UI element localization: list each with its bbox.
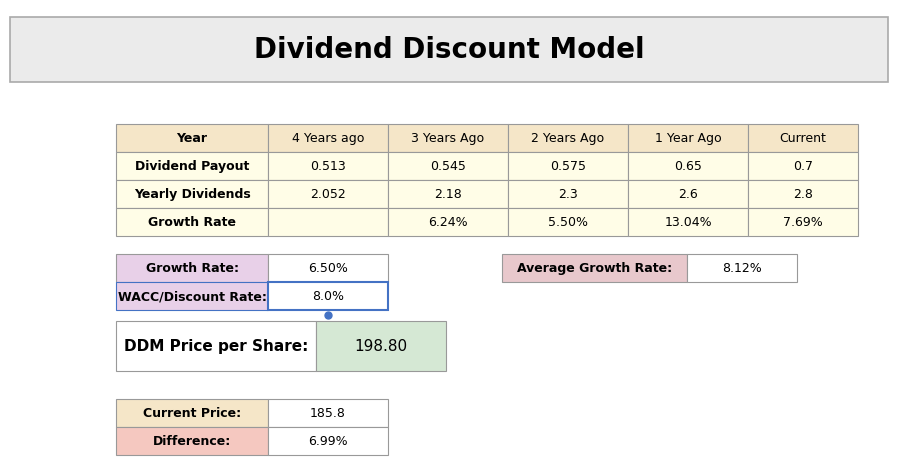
- Text: 2.8: 2.8: [793, 188, 813, 201]
- Bar: [508, 125, 628, 153]
- Bar: [388, 180, 508, 208]
- Text: 2 Years Ago: 2 Years Ago: [531, 132, 605, 145]
- Bar: [748, 125, 858, 153]
- Text: 5.50%: 5.50%: [548, 216, 588, 229]
- Text: Growth Rate: Growth Rate: [148, 216, 236, 229]
- Text: 4 Years ago: 4 Years ago: [292, 132, 365, 145]
- Bar: [687, 254, 797, 282]
- Bar: [116, 399, 268, 427]
- Text: Dividend Payout: Dividend Payout: [135, 160, 249, 173]
- Text: 6.24%: 6.24%: [428, 216, 468, 229]
- Text: 2.6: 2.6: [678, 188, 698, 201]
- Text: 13.04%: 13.04%: [664, 216, 712, 229]
- Bar: [268, 153, 388, 180]
- Text: Current Price:: Current Price:: [143, 407, 241, 420]
- Bar: [268, 180, 388, 208]
- Text: 0.575: 0.575: [550, 160, 586, 173]
- Text: DDM Price per Share:: DDM Price per Share:: [124, 339, 308, 354]
- Bar: [268, 399, 388, 427]
- Bar: [268, 427, 388, 455]
- Bar: [316, 321, 446, 371]
- Text: Yearly Dividends: Yearly Dividends: [133, 188, 250, 201]
- Text: Year: Year: [176, 132, 208, 145]
- Text: 0.7: 0.7: [793, 160, 813, 173]
- Text: 7.69%: 7.69%: [783, 216, 823, 229]
- Bar: [268, 254, 388, 282]
- Bar: [116, 180, 268, 208]
- Text: 6.99%: 6.99%: [308, 435, 347, 448]
- Bar: [268, 208, 388, 236]
- Text: Average Growth Rate:: Average Growth Rate:: [517, 262, 672, 275]
- Bar: [508, 180, 628, 208]
- Text: 8.12%: 8.12%: [722, 262, 762, 275]
- Text: Growth Rate:: Growth Rate:: [146, 262, 238, 275]
- Bar: [388, 208, 508, 236]
- Text: 2.3: 2.3: [558, 188, 578, 201]
- Text: 185.8: 185.8: [310, 407, 346, 420]
- Bar: [628, 208, 748, 236]
- Bar: [628, 153, 748, 180]
- Bar: [628, 180, 748, 208]
- Bar: [508, 208, 628, 236]
- Text: 2.18: 2.18: [434, 188, 462, 201]
- Bar: [388, 153, 508, 180]
- Bar: [116, 427, 268, 455]
- Text: 198.80: 198.80: [355, 339, 408, 354]
- Text: 0.513: 0.513: [310, 160, 346, 173]
- Bar: [116, 208, 268, 236]
- Text: Current: Current: [779, 132, 826, 145]
- Bar: [116, 321, 316, 371]
- Text: 0.545: 0.545: [430, 160, 466, 173]
- Bar: [116, 125, 268, 153]
- Bar: [502, 254, 687, 282]
- Bar: [116, 153, 268, 180]
- Bar: [388, 125, 508, 153]
- Text: Difference:: Difference:: [153, 435, 231, 448]
- Bar: [748, 208, 858, 236]
- Bar: [508, 153, 628, 180]
- Text: 2.052: 2.052: [310, 188, 346, 201]
- Text: 6.50%: 6.50%: [308, 262, 348, 275]
- Bar: [748, 180, 858, 208]
- Text: WACC/Discount Rate:: WACC/Discount Rate:: [118, 290, 266, 303]
- Bar: [628, 125, 748, 153]
- Text: 1 Year Ago: 1 Year Ago: [654, 132, 721, 145]
- Bar: [10, 18, 888, 83]
- Text: 3 Years Ago: 3 Years Ago: [411, 132, 484, 145]
- Bar: [116, 254, 268, 282]
- Bar: [268, 282, 388, 310]
- Bar: [748, 153, 858, 180]
- Text: 0.65: 0.65: [674, 160, 702, 173]
- Bar: [116, 282, 268, 310]
- Text: Dividend Discount Model: Dividend Discount Model: [254, 36, 644, 64]
- Bar: [268, 125, 388, 153]
- Text: 8.0%: 8.0%: [312, 290, 344, 303]
